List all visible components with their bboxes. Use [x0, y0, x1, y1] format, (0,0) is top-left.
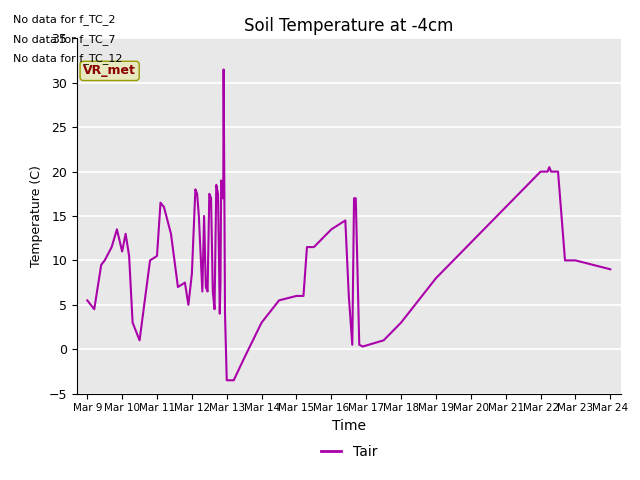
Legend: Tair: Tair: [315, 440, 383, 465]
Title: Soil Temperature at -4cm: Soil Temperature at -4cm: [244, 17, 454, 36]
Text: No data for f_TC_2: No data for f_TC_2: [13, 14, 115, 25]
Text: No data for f_TC_12: No data for f_TC_12: [13, 53, 122, 64]
Y-axis label: Temperature (C): Temperature (C): [30, 165, 43, 267]
Text: VR_met: VR_met: [83, 64, 136, 77]
Text: No data for f_TC_7: No data for f_TC_7: [13, 34, 115, 45]
X-axis label: Time: Time: [332, 419, 366, 433]
